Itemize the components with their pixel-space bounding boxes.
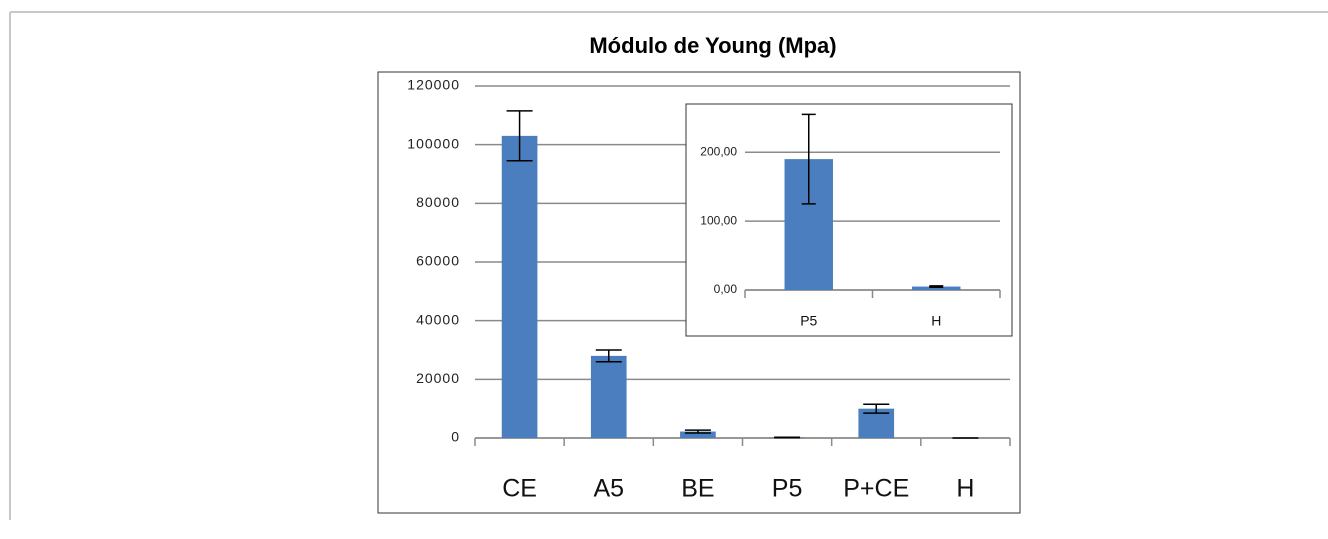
x-tick-label: BE [681,475,714,503]
y-tick-label: 200,00 [700,144,737,158]
y-tick-label: 120000 [407,77,460,93]
y-tick-label: 100000 [407,135,460,151]
bar [591,356,627,438]
y-tick-label: 0,00 [714,282,738,296]
x-tick-label: A5 [593,475,624,503]
error-bar [929,286,943,287]
y-tick-label: 20000 [416,370,460,386]
y-tick-label: 0 [451,429,460,445]
y-tick-label: 100,00 [700,213,737,227]
chart-title: Módulo de Young (Mpa) [589,33,836,58]
bar [502,136,538,438]
x-tick-label: P+CE [843,475,909,503]
x-tick-label: H [956,475,974,503]
y-tick-label: 80000 [416,194,460,210]
x-tick-label: P5 [772,475,803,503]
y-tick-label: 60000 [416,253,460,269]
x-tick-label: CE [502,475,537,503]
y-tick-label: 40000 [416,311,460,327]
x-tick-label: H [931,313,941,329]
x-tick-label: P5 [800,313,817,329]
